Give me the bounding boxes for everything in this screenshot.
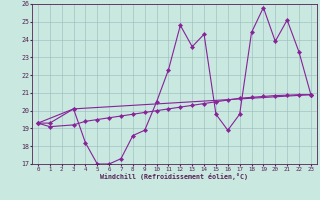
X-axis label: Windchill (Refroidissement éolien,°C): Windchill (Refroidissement éolien,°C) [100, 173, 248, 180]
